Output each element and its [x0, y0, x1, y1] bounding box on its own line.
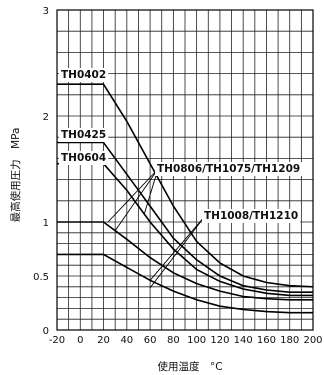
y-tick-label: 3 [43, 6, 49, 17]
x-tick-label: -20 [49, 335, 65, 346]
x-tick-label: 100 [187, 335, 206, 346]
x-tick-label: 40 [120, 335, 133, 346]
x-axis-label: 使用温度 °C [157, 360, 222, 373]
y-tick-label: 0 [43, 326, 49, 337]
x-tick-label: 80 [167, 335, 180, 346]
series-line [57, 221, 313, 301]
x-tick-label: 200 [303, 335, 322, 346]
x-tick-label: 160 [257, 335, 276, 346]
label-leader-line [149, 215, 206, 281]
series-label: TH1008/TH1210 [204, 210, 298, 222]
label-leader-line [143, 168, 159, 215]
label-leader-line [149, 215, 206, 289]
label-leader-line [107, 168, 159, 223]
y-tick-label: 0.5 [33, 272, 49, 283]
series-label-background [59, 128, 109, 142]
plot-border [56, 9, 314, 331]
y-axis-label: 最高使用圧力 MPa [9, 128, 22, 223]
series-labels: TH0402 TH0425 TH0604 TH0806/TH1075/TH1209 TH… [59, 68, 303, 223]
x-tick-label: 0 [77, 335, 83, 346]
label-leader-lines [107, 168, 206, 289]
series-label-background [155, 162, 303, 176]
series-label: TH0604 [61, 152, 106, 164]
series-label: TH0402 [61, 69, 106, 81]
series-line [57, 253, 313, 314]
series-label: TH0425 [61, 129, 106, 141]
series-line [57, 162, 313, 297]
x-tick-label: 20 [97, 335, 110, 346]
series-label-background [202, 209, 301, 223]
series-label-background [59, 68, 109, 82]
series-lines [57, 83, 314, 314]
label-leader-line [114, 168, 159, 231]
series-label-background [59, 151, 109, 165]
series-label: TH0806/TH1075/TH1209 [157, 163, 300, 175]
series-line [57, 141, 313, 293]
x-tick-label: 60 [144, 335, 157, 346]
y-tick-label: 2 [43, 112, 49, 123]
x-tick-label: 140 [234, 335, 253, 346]
x-tick-label: 120 [210, 335, 229, 346]
y-tick-label: 1 [43, 218, 49, 229]
series-line [57, 83, 314, 288]
x-tick-label: 180 [280, 335, 299, 346]
